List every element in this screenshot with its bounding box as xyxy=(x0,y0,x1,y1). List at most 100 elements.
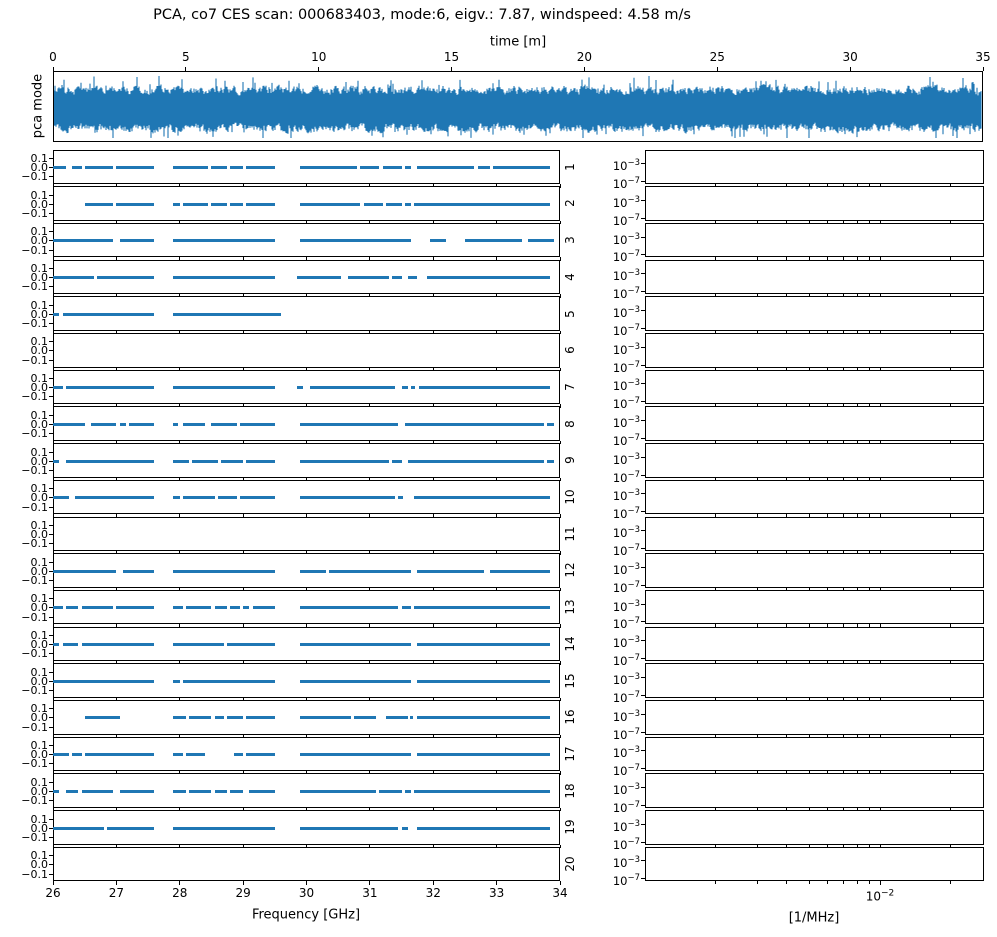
freq-xtick xyxy=(242,220,244,225)
signal-segment xyxy=(53,165,66,169)
signal-segment xyxy=(296,386,304,390)
freq-xtick xyxy=(179,477,181,482)
time-tick-label: 20 xyxy=(576,50,593,64)
freq-panel-number-13: 13 xyxy=(563,599,577,615)
signal-segment xyxy=(417,716,551,720)
freq-xtick xyxy=(115,551,117,555)
signal-segment xyxy=(173,422,179,426)
psd-ytick-label: 10−3 xyxy=(612,855,640,871)
psd-ytick xyxy=(641,621,645,623)
freq-xtick xyxy=(432,807,434,812)
freq-xtick xyxy=(179,771,181,775)
psd-ytick-label: 10−7 xyxy=(612,799,640,815)
freq-xtick xyxy=(432,697,434,702)
signal-segment xyxy=(385,716,408,720)
psd-minor-xtick xyxy=(856,844,858,848)
psd-ytick-label: 10−7 xyxy=(612,616,640,632)
psd-minor-xtick xyxy=(843,367,845,370)
freq-ytick-label: −0.1 xyxy=(21,610,48,624)
freq-ytick-label: 0.0 xyxy=(30,271,49,285)
psd-minor-xtick xyxy=(808,294,810,297)
psd-minor-xtick xyxy=(856,330,858,334)
freq-ytick-label: 0.0 xyxy=(30,491,49,505)
psd-minor-xtick xyxy=(868,587,870,591)
psd-minor-xtick xyxy=(868,844,870,848)
freq-panel-number-4: 4 xyxy=(563,273,577,281)
freq-xtick xyxy=(306,404,307,408)
psd-minor-xtick xyxy=(856,551,858,554)
freq-xtick-label: 31 xyxy=(362,886,378,901)
freq-ytick xyxy=(49,203,53,205)
signal-segment xyxy=(84,165,114,169)
freq-ytick xyxy=(49,350,53,352)
psd-minor-xtick xyxy=(856,514,858,517)
freq-xtick xyxy=(496,697,498,702)
freq-xtick xyxy=(559,587,561,592)
freq-xtick xyxy=(115,367,117,371)
freq-ytick xyxy=(49,680,53,682)
signal-segment xyxy=(528,239,554,243)
psd-minor-xtick xyxy=(950,404,952,407)
psd-ytick-label: 10−3 xyxy=(612,635,640,651)
frequency-axis-label: Frequency [GHz] xyxy=(251,907,361,923)
psd-panel-7 xyxy=(645,369,984,405)
psd-minor-xtick xyxy=(856,881,858,884)
freq-xtick xyxy=(306,294,307,298)
signal-segment xyxy=(173,202,180,206)
psd-minor-xtick xyxy=(856,771,858,774)
freq-xtick xyxy=(496,294,498,298)
freq-ytick-label: −0.1 xyxy=(21,243,48,257)
freq-xtick xyxy=(496,440,498,445)
signal-segment xyxy=(214,716,225,720)
freq-xtick xyxy=(242,624,244,628)
freq-ytick xyxy=(49,488,53,490)
freq-ytick-label: 0.1 xyxy=(30,739,49,753)
freq-panel-number-7: 7 xyxy=(563,383,577,391)
psd-panel-14 xyxy=(645,626,984,662)
psd-major-xtick xyxy=(879,184,881,188)
signal-segment xyxy=(296,276,342,280)
signal-segment xyxy=(414,789,551,793)
signal-segment xyxy=(91,422,117,426)
psd-minor-xtick xyxy=(785,697,787,701)
psd-minor-xtick xyxy=(808,330,810,334)
freq-ytick xyxy=(49,855,53,857)
psd-minor-xtick xyxy=(785,440,787,444)
freq-xtick xyxy=(52,477,54,482)
psd-panel-8 xyxy=(645,406,984,441)
freq-xtick xyxy=(369,404,371,408)
psd-minor-xtick xyxy=(756,844,758,848)
inverse-mhz-axis-label: [1/MHz] xyxy=(788,910,840,926)
signal-segment xyxy=(382,165,402,169)
freq-xtick xyxy=(369,771,371,775)
freq-xtick xyxy=(559,477,561,482)
signal-segment xyxy=(392,276,402,280)
freq-xtick xyxy=(496,587,498,592)
freq-ytick xyxy=(49,579,53,581)
signal-segment xyxy=(119,239,155,243)
freq-ytick xyxy=(49,717,53,719)
freq-ytick xyxy=(49,781,53,783)
psd-ytick xyxy=(641,401,645,403)
freq-xtick xyxy=(52,220,54,225)
psd-panel-11 xyxy=(645,516,984,551)
psd-major-xtick xyxy=(879,330,881,335)
psd-minor-xtick xyxy=(756,440,758,444)
psd-ytick-label: 10−3 xyxy=(612,561,640,577)
freq-xtick xyxy=(369,624,371,628)
freq-panel-20 xyxy=(53,846,560,882)
signal-segment xyxy=(65,386,155,390)
psd-panel-3 xyxy=(645,222,984,258)
signal-segment xyxy=(477,165,491,169)
freq-ytick xyxy=(49,635,53,637)
signal-segment xyxy=(401,606,412,610)
psd-major-xtick xyxy=(879,661,881,666)
psd-minor-xtick xyxy=(715,477,717,481)
signal-segment xyxy=(230,202,244,206)
freq-ytick-label: 0.1 xyxy=(30,592,49,606)
freq-ytick xyxy=(49,451,53,453)
freq-ytick-label: 0.0 xyxy=(30,858,49,872)
signal-segment xyxy=(246,459,275,463)
psd-minor-xtick xyxy=(808,661,810,664)
freq-ytick xyxy=(49,598,53,600)
